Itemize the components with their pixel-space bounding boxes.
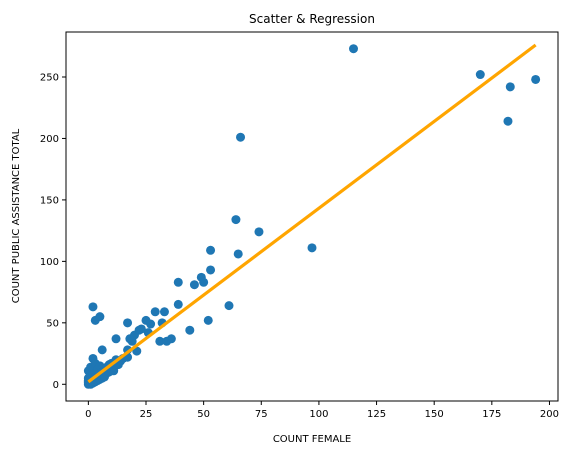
scatter-point bbox=[503, 116, 513, 126]
y-tick-label: 250 bbox=[40, 72, 59, 83]
scatter-point bbox=[150, 307, 160, 317]
x-tick-label: 25 bbox=[140, 409, 153, 420]
scatter-point bbox=[236, 132, 246, 142]
y-tick-label: 100 bbox=[40, 257, 59, 268]
scatter-point bbox=[189, 280, 199, 290]
y-tick-label: 150 bbox=[40, 195, 59, 206]
x-tick-label: 200 bbox=[540, 409, 559, 420]
scatter-point bbox=[123, 318, 133, 328]
scatter-point bbox=[206, 265, 216, 275]
scatter-point bbox=[166, 334, 176, 344]
scatter-point bbox=[475, 70, 485, 80]
scatter-point bbox=[206, 245, 216, 255]
scatter-point bbox=[173, 277, 183, 287]
scatter-point bbox=[531, 74, 541, 84]
x-tick-label: 150 bbox=[425, 409, 444, 420]
scatter-point bbox=[146, 319, 156, 329]
scatter-point bbox=[349, 44, 358, 54]
x-tick-label: 50 bbox=[197, 409, 210, 420]
x-axis: 0 25 50 75 100 125 150 175 200 bbox=[85, 401, 559, 420]
y-tick-label: 0 bbox=[53, 380, 59, 391]
scatter-point bbox=[231, 215, 241, 225]
x-axis-label: COUNT FEMALE bbox=[273, 434, 351, 445]
y-tick-label: 50 bbox=[46, 318, 59, 329]
scatter-point bbox=[307, 243, 317, 253]
y-tick-label: 200 bbox=[40, 134, 59, 145]
scatter-point bbox=[233, 249, 243, 259]
scatter-point bbox=[185, 325, 195, 335]
chart-title: Scatter & Regression bbox=[249, 12, 375, 26]
x-tick-label: 100 bbox=[309, 409, 328, 420]
scatter-point bbox=[88, 302, 98, 312]
scatter-point bbox=[254, 227, 264, 237]
x-tick-label: 0 bbox=[85, 409, 91, 420]
scatter-point bbox=[97, 345, 107, 355]
scatter-point bbox=[505, 82, 515, 92]
y-axis-label: COUNT PUBLIC ASSISTANCE TOTAL bbox=[11, 128, 22, 303]
scatter-point bbox=[111, 334, 121, 344]
scatter-point bbox=[159, 307, 169, 317]
plot-frame bbox=[65, 31, 559, 402]
scatter-point bbox=[155, 336, 165, 346]
scatter-point bbox=[173, 299, 183, 309]
regression-line bbox=[87, 43, 537, 384]
scatter-point bbox=[224, 301, 234, 311]
plot-area bbox=[65, 31, 559, 402]
scatter-point bbox=[199, 277, 209, 287]
x-tick-label: 75 bbox=[255, 409, 268, 420]
x-tick-label: 125 bbox=[367, 409, 386, 420]
y-axis: 0 50 100 150 200 250 bbox=[40, 72, 66, 391]
x-tick-label: 175 bbox=[482, 409, 501, 420]
scatter-point bbox=[203, 315, 213, 325]
scatter-point bbox=[136, 324, 146, 334]
scatter-point bbox=[95, 312, 105, 322]
